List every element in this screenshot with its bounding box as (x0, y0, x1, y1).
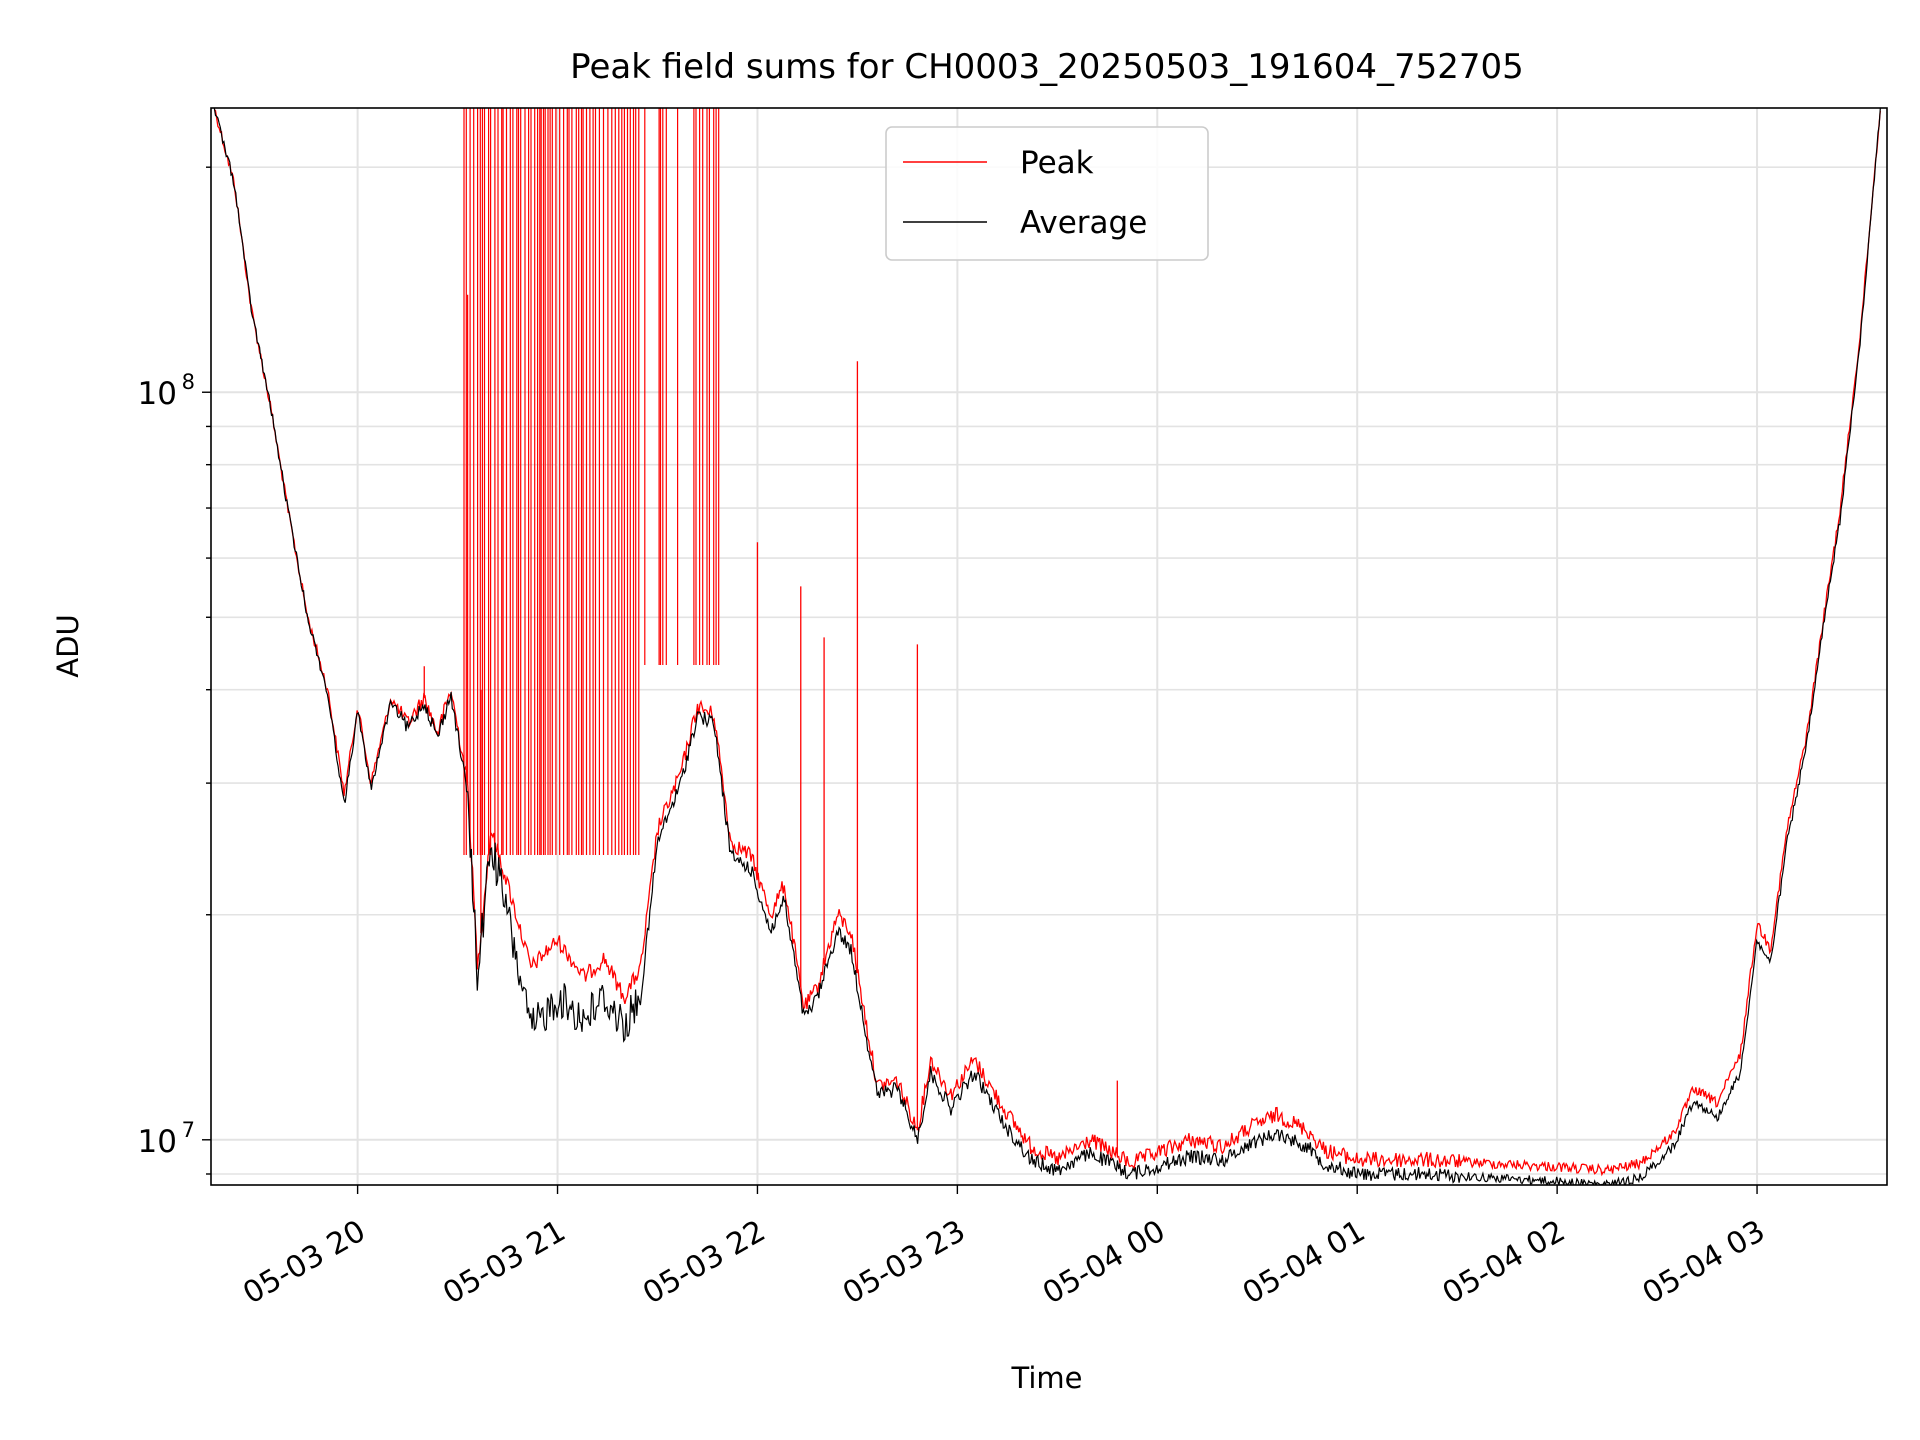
y-tick-label-exponent: 7 (182, 1118, 195, 1142)
legend: Peak Average (885, 126, 1209, 261)
legend-label-average: Average (1020, 205, 1147, 241)
legend-box (885, 126, 1209, 261)
y-tick-label: 10 (138, 1124, 177, 1160)
series-line-peak (213, 109, 1881, 1177)
y-axis-label: ADU (51, 614, 85, 677)
chart-title: Peak field sums for CH0003_20250503_1916… (570, 47, 1524, 87)
y-tick-label-exponent: 8 (182, 370, 195, 394)
plot-frame (210, 107, 1888, 1186)
legend-label-peak: Peak (1020, 145, 1094, 181)
y-tick-label: 10 (138, 376, 177, 412)
x-axis-label: Time (1011, 1361, 1083, 1395)
series-peak-burst-spikes (463, 108, 720, 855)
